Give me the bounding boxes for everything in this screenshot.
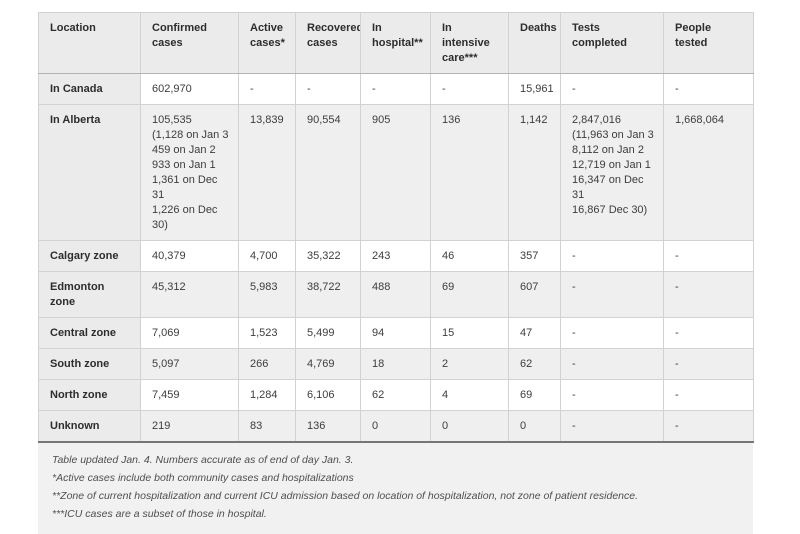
cell-tests: - bbox=[560, 317, 664, 349]
column-header-deaths: Deaths bbox=[508, 12, 561, 74]
row-label: In Alberta bbox=[38, 104, 141, 241]
cell-recovered: 90,554 bbox=[295, 104, 361, 241]
cell-active: 1,284 bbox=[238, 379, 296, 411]
column-header-active-cases: Active cases* bbox=[238, 12, 296, 74]
table-row-south-zone: South zone 5,097 266 4,769 18 2 62 - - bbox=[38, 348, 754, 380]
cell-hospital: 94 bbox=[360, 317, 431, 349]
cell-icu: 69 bbox=[430, 271, 509, 318]
cell-tests: - bbox=[560, 348, 664, 380]
cell-icu: 0 bbox=[430, 410, 509, 443]
cell-people-tested: - bbox=[663, 379, 754, 411]
cell-icu: 2 bbox=[430, 348, 509, 380]
cell-deaths: 15,961 bbox=[508, 73, 561, 105]
column-header-confirmed-cases: Confirmed cases bbox=[140, 12, 239, 74]
cell-people-tested: - bbox=[663, 317, 754, 349]
cell-people-tested: - bbox=[663, 240, 754, 272]
cell-people-tested: - bbox=[663, 348, 754, 380]
cell-tests: - bbox=[560, 379, 664, 411]
header-row: Location Confirmed cases Active cases* R… bbox=[38, 12, 754, 74]
table-header: Location Confirmed cases Active cases* R… bbox=[38, 12, 754, 74]
column-header-in-hospital: In hospital** bbox=[360, 12, 431, 74]
cell-people-tested: 1,668,064 bbox=[663, 104, 754, 241]
cell-hospital: 62 bbox=[360, 379, 431, 411]
cell-icu: 46 bbox=[430, 240, 509, 272]
row-label: Unknown bbox=[38, 410, 141, 443]
column-header-location: Location bbox=[38, 12, 141, 74]
cell-deaths: 62 bbox=[508, 348, 561, 380]
cell-active: 4,700 bbox=[238, 240, 296, 272]
row-label: Calgary zone bbox=[38, 240, 141, 272]
cell-recovered: 4,769 bbox=[295, 348, 361, 380]
cell-icu: 4 bbox=[430, 379, 509, 411]
cell-tests: - bbox=[560, 271, 664, 318]
cell-icu: - bbox=[430, 73, 509, 105]
cell-hospital: 243 bbox=[360, 240, 431, 272]
row-label: Edmonton zone bbox=[38, 271, 141, 318]
table-row-in-canada: In Canada 602,970 - - - - 15,961 - - bbox=[38, 73, 754, 105]
cell-people-tested: - bbox=[663, 410, 754, 443]
cell-icu: 136 bbox=[430, 104, 509, 241]
cell-active: 5,983 bbox=[238, 271, 296, 318]
cell-recovered: 6,106 bbox=[295, 379, 361, 411]
cell-recovered: 136 bbox=[295, 410, 361, 443]
cell-active: - bbox=[238, 73, 296, 105]
row-label: North zone bbox=[38, 379, 141, 411]
cell-confirmed: 602,970 bbox=[140, 73, 239, 105]
table-row-central-zone: Central zone 7,069 1,523 5,499 94 15 47 … bbox=[38, 317, 754, 349]
cell-confirmed: 7,069 bbox=[140, 317, 239, 349]
covid-stats-table-container: Location Confirmed cases Active cases* R… bbox=[38, 12, 754, 534]
cell-icu: 15 bbox=[430, 317, 509, 349]
cell-active: 83 bbox=[238, 410, 296, 443]
table-row-edmonton-zone: Edmonton zone 45,312 5,983 38,722 488 69… bbox=[38, 271, 754, 318]
cell-active: 1,523 bbox=[238, 317, 296, 349]
row-label: In Canada bbox=[38, 73, 141, 105]
column-header-recovered-cases: Recovered cases bbox=[295, 12, 361, 74]
cell-active: 13,839 bbox=[238, 104, 296, 241]
cell-recovered: 35,322 bbox=[295, 240, 361, 272]
column-header-tests-completed: Tests completed bbox=[560, 12, 664, 74]
footnote-zone-definition: **Zone of current hospitalization and cu… bbox=[52, 490, 639, 502]
cell-recovered: 5,499 bbox=[295, 317, 361, 349]
cell-people-tested: - bbox=[663, 271, 754, 318]
cell-confirmed: 219 bbox=[140, 410, 239, 443]
cell-hospital: 18 bbox=[360, 348, 431, 380]
table-row-calgary-zone: Calgary zone 40,379 4,700 35,322 243 46 … bbox=[38, 240, 754, 272]
table-footnotes: Table updated Jan. 4. Numbers accurate a… bbox=[38, 443, 753, 534]
cell-confirmed: 45,312 bbox=[140, 271, 239, 318]
footnote-updated: Table updated Jan. 4. Numbers accurate a… bbox=[52, 454, 354, 466]
cell-tests: - bbox=[560, 73, 664, 105]
cell-hospital: 488 bbox=[360, 271, 431, 318]
column-header-in-intensive-care: In intensive care*** bbox=[430, 12, 509, 74]
cell-tests: - bbox=[560, 240, 664, 272]
cell-people-tested: - bbox=[663, 73, 754, 105]
cell-confirmed: 5,097 bbox=[140, 348, 239, 380]
cell-deaths: 357 bbox=[508, 240, 561, 272]
cell-recovered: - bbox=[295, 73, 361, 105]
footnote-active-cases: *Active cases include both community cas… bbox=[52, 472, 354, 484]
cell-active: 266 bbox=[238, 348, 296, 380]
cell-recovered: 38,722 bbox=[295, 271, 361, 318]
footnote-icu-subset: ***ICU cases are a subset of those in ho… bbox=[52, 508, 267, 520]
cell-hospital: 905 bbox=[360, 104, 431, 241]
cell-hospital: 0 bbox=[360, 410, 431, 443]
cell-confirmed: 40,379 bbox=[140, 240, 239, 272]
cell-confirmed: 7,459 bbox=[140, 379, 239, 411]
table-row-in-alberta: In Alberta 105,535 (1,128 on Jan 3 459 o… bbox=[38, 104, 754, 241]
row-label: South zone bbox=[38, 348, 141, 380]
cell-tests: - bbox=[560, 410, 664, 443]
cell-tests: 2,847,016 (11,963 on Jan 3 8,112 on Jan … bbox=[560, 104, 664, 241]
table-row-north-zone: North zone 7,459 1,284 6,106 62 4 69 - - bbox=[38, 379, 754, 411]
cell-deaths: 607 bbox=[508, 271, 561, 318]
cell-deaths: 1,142 bbox=[508, 104, 561, 241]
cell-deaths: 47 bbox=[508, 317, 561, 349]
cell-deaths: 0 bbox=[508, 410, 561, 443]
column-header-people-tested: People tested bbox=[663, 12, 754, 74]
covid-stats-table: Location Confirmed cases Active cases* R… bbox=[38, 12, 754, 443]
cell-confirmed: 105,535 (1,128 on Jan 3 459 on Jan 2 933… bbox=[140, 104, 239, 241]
row-label: Central zone bbox=[38, 317, 141, 349]
cell-hospital: - bbox=[360, 73, 431, 105]
cell-deaths: 69 bbox=[508, 379, 561, 411]
table-row-unknown: Unknown 219 83 136 0 0 0 - - bbox=[38, 410, 754, 443]
